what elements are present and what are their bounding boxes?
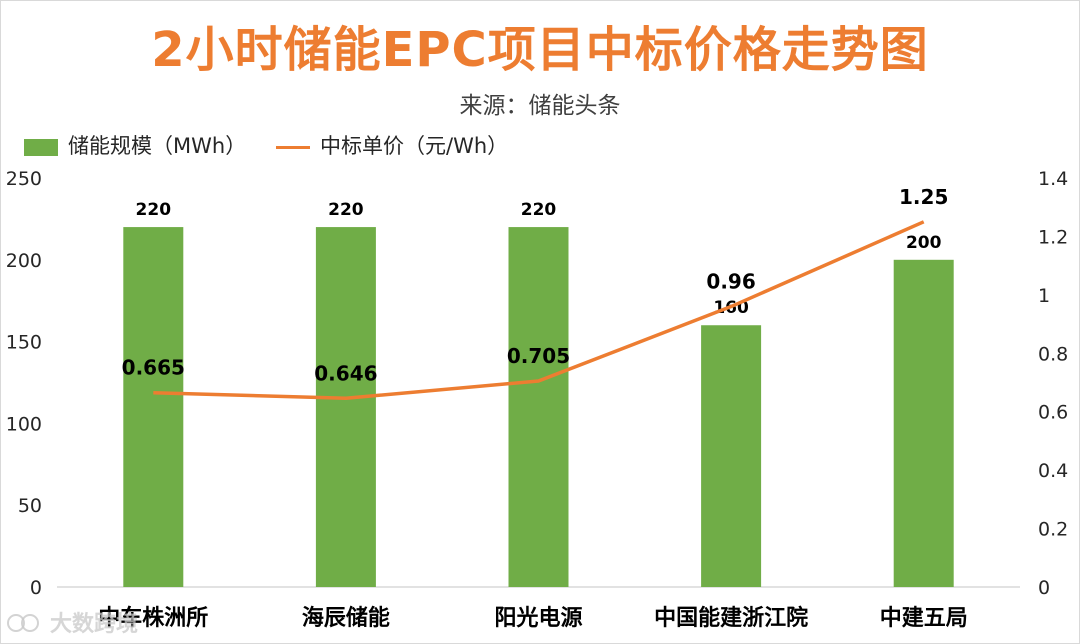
chart-subtitle: 来源：储能头条 xyxy=(459,93,621,119)
bar-data-label: 220 xyxy=(521,200,557,220)
y-right-tick-label: 0.2 xyxy=(1038,519,1068,541)
y-left-tick-label: 100 xyxy=(6,413,42,435)
bar-data-label: 200 xyxy=(906,233,942,253)
y-right-tick-label: 0 xyxy=(1038,577,1050,599)
legend-line-swatch xyxy=(276,146,310,149)
watermark-text: 大数跨境 xyxy=(50,612,139,637)
y-left-tick-label: 0 xyxy=(30,577,42,599)
bar xyxy=(701,325,762,587)
x-tick-label: 阳光电源 xyxy=(494,606,582,631)
bar xyxy=(508,227,569,587)
y-right-tick-label: 0.6 xyxy=(1038,402,1068,424)
legend-line-label: 中标单价（元/Wh） xyxy=(320,134,509,158)
y-left-tick-label: 150 xyxy=(6,332,42,354)
bar-data-label: 220 xyxy=(328,200,364,220)
y-right-tick-label: 0.4 xyxy=(1038,460,1068,482)
bar-data-label: 220 xyxy=(136,200,172,220)
chart-title: 2小时储能EPC项目中标价格走势图 xyxy=(151,22,929,78)
legend-bar-label: 储能规模（MWh） xyxy=(68,134,247,158)
line-data-label: 0.96 xyxy=(706,270,755,294)
x-tick-label: 海辰储能 xyxy=(302,605,390,631)
price-line xyxy=(153,220,925,401)
line-data-label: 1.25 xyxy=(899,185,948,209)
y-left-tick-label: 200 xyxy=(6,250,42,272)
y-right-tick-label: 0.8 xyxy=(1038,343,1068,365)
line-data-label: 0.646 xyxy=(314,361,377,385)
legend-bar-swatch xyxy=(24,139,58,156)
watermark-logo-icon xyxy=(7,614,39,632)
y-right-tick-label: 1 xyxy=(1038,285,1050,307)
line-data-label: 0.665 xyxy=(122,356,185,380)
y-left-tick-label: 50 xyxy=(18,495,42,517)
bar xyxy=(315,227,376,587)
y-right-tick-label: 1.2 xyxy=(1038,226,1068,248)
x-tick-label: 中车株洲所 xyxy=(98,605,208,631)
y-left-tick-label: 250 xyxy=(6,168,42,190)
line-data-label: 0.705 xyxy=(507,344,570,368)
x-tick-label: 中建五局 xyxy=(880,606,968,631)
bar xyxy=(123,227,184,587)
bar xyxy=(893,259,954,587)
x-tick-label: 中国能建浙江院 xyxy=(654,605,808,631)
y-right-tick-label: 1.4 xyxy=(1038,168,1068,190)
